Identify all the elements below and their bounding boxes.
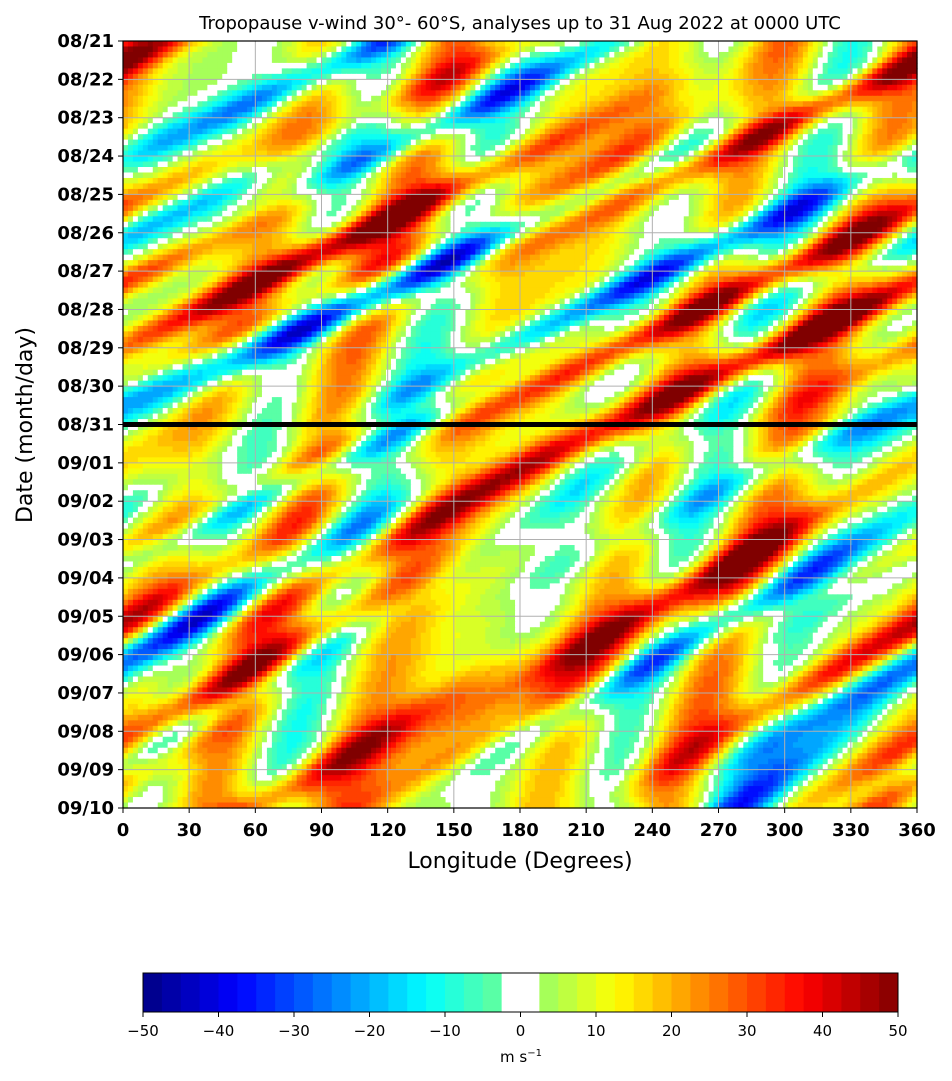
x-tick-label: 0 [117, 820, 130, 841]
colorbar-level [370, 973, 389, 1012]
y-tick-label: 09/09 [57, 760, 114, 781]
colorbar-level [256, 973, 275, 1012]
y-tick-label: 09/10 [57, 798, 114, 819]
colorbar-level [841, 973, 860, 1012]
colorbar-tick-label: 20 [662, 1022, 681, 1040]
colorbar-level [332, 973, 351, 1012]
colorbar-tick-label: 40 [813, 1022, 832, 1040]
colorbar-level [747, 973, 766, 1012]
colorbar-level [672, 973, 691, 1012]
colorbar-level [879, 973, 898, 1012]
chart-title: Tropopause v-wind 30°- 60°S, analyses up… [198, 13, 841, 34]
y-tick-label: 09/08 [57, 721, 114, 742]
x-tick-label: 330 [832, 820, 870, 841]
colorbar-level [388, 973, 407, 1012]
x-axis-ticks: 0 30 60 90 120 150 180 210 240 270 300 330 360 [117, 808, 936, 841]
y-tick-label: 08/22 [57, 69, 114, 90]
x-tick-label: 240 [634, 820, 672, 841]
x-tick-label: 300 [766, 820, 804, 841]
y-tick-label: 09/02 [57, 491, 114, 512]
colorbar-tick-label: 10 [586, 1022, 605, 1040]
colorbar-level [634, 973, 653, 1012]
y-tick-label: 09/05 [57, 606, 114, 627]
colorbar-level [804, 973, 823, 1012]
colorbar-unit: m s−1 [500, 1048, 542, 1066]
colorbar-tick-label: 0 [516, 1022, 526, 1040]
y-tick-label: 08/26 [57, 223, 114, 244]
y-tick-label: 08/28 [57, 299, 114, 320]
y-tick-label: 09/03 [57, 530, 114, 551]
colorbar-level [351, 973, 370, 1012]
y-tick-label: 09/06 [57, 645, 114, 666]
colorbar-level [558, 973, 577, 1012]
y-axis-ticks: 08/21 08/22 08/23 08/24 08/25 08/26 08/27 08/28… [57, 31, 123, 819]
colorbar-level [728, 973, 747, 1012]
colorbar-level [294, 973, 313, 1012]
colorbar-level [181, 973, 200, 1012]
colorbar-level [860, 973, 879, 1012]
y-tick-label: 08/25 [57, 184, 114, 205]
colorbar-tick-label: −10 [429, 1022, 461, 1040]
colorbar-level [539, 973, 558, 1012]
x-axis-label: Longitude (Degrees) [407, 849, 632, 874]
x-tick-label: 270 [700, 820, 738, 841]
colorbar-level [690, 973, 709, 1012]
colorbar-level [426, 973, 445, 1012]
x-tick-label: 360 [898, 820, 936, 841]
y-tick-label: 08/21 [57, 31, 114, 52]
y-tick-label: 08/24 [57, 146, 114, 167]
x-tick-label: 150 [435, 820, 473, 841]
colorbar-level [464, 973, 483, 1012]
colorbar-level [313, 973, 332, 1012]
colorbar-tick-label: 50 [888, 1022, 907, 1040]
colorbar-level [766, 973, 785, 1012]
colorbar-level [615, 973, 634, 1012]
colorbar-level [577, 973, 596, 1012]
colorbar-level [407, 973, 426, 1012]
colorbar-level [275, 973, 294, 1012]
colorbar-level [785, 973, 804, 1012]
colorbar-level [709, 973, 728, 1012]
colorbar-tick-label: −40 [203, 1022, 235, 1040]
y-tick-label: 08/29 [57, 338, 114, 359]
colorbar-tick-label: −30 [278, 1022, 310, 1040]
x-tick-label: 120 [369, 820, 407, 841]
colorbar-level [653, 973, 672, 1012]
colorbar-level [219, 973, 238, 1012]
colorbar-level [521, 973, 540, 1012]
y-tick-label: 09/07 [57, 683, 114, 704]
y-tick-label: 08/27 [57, 261, 114, 282]
colorbar-level [237, 973, 256, 1012]
colorbar-tick-label: −20 [354, 1022, 386, 1040]
colorbar-tick-label: −50 [127, 1022, 159, 1040]
colorbar-tick-label: 30 [737, 1022, 756, 1040]
colorbar-level [162, 973, 181, 1012]
colorbar-level [143, 973, 162, 1012]
y-tick-label: 08/31 [57, 415, 114, 436]
x-tick-label: 210 [567, 820, 605, 841]
colorbar-ticks: −50 −40 −30 −20 −10 0 10 20 30 40 50 [127, 1012, 907, 1040]
colorbar-level [596, 973, 615, 1012]
y-tick-label: 08/23 [57, 108, 114, 129]
y-axis-label: Date (month/day) [13, 327, 38, 523]
x-tick-label: 30 [177, 820, 202, 841]
colorbar-level [823, 973, 842, 1012]
colorbar-level [483, 973, 502, 1012]
colorbar-level [200, 973, 219, 1012]
colorbar-level [445, 973, 464, 1012]
x-tick-label: 60 [243, 820, 268, 841]
y-tick-label: 09/04 [57, 568, 114, 589]
colorbar-level [502, 973, 521, 1012]
y-tick-label: 08/30 [57, 376, 114, 397]
y-tick-label: 09/01 [57, 453, 114, 474]
x-tick-label: 90 [309, 820, 334, 841]
x-tick-label: 180 [501, 820, 539, 841]
colorbar [143, 973, 899, 1012]
